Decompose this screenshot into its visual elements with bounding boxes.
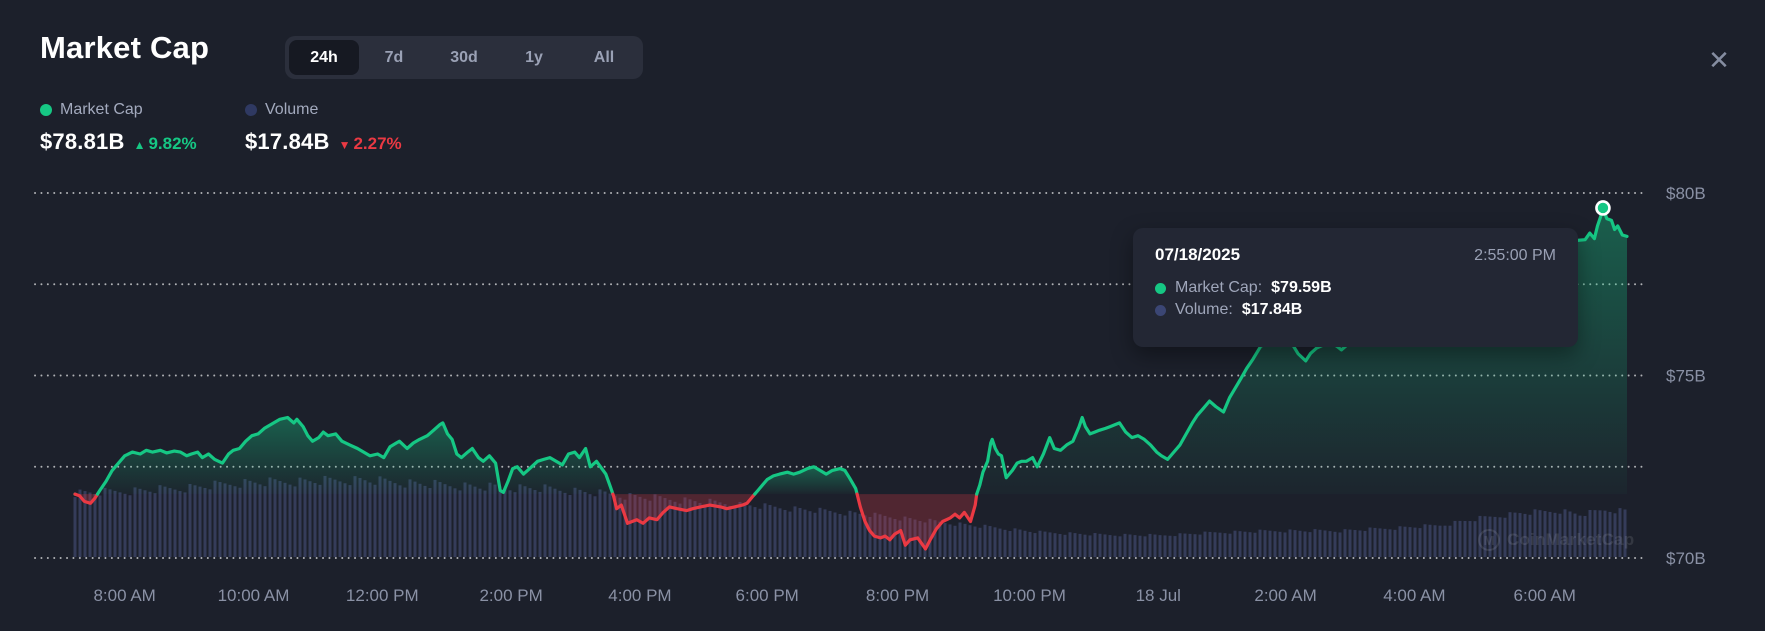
tooltip-row-market-cap: Market Cap: $79.59B	[1155, 277, 1556, 299]
tooltip-date: 07/18/2025	[1155, 245, 1241, 264]
marketcap-area-down	[857, 494, 977, 549]
stat-block-volume: Volume $17.84B ▼ 2.27%	[245, 100, 402, 155]
marketcap-line-segment-down	[611, 492, 757, 525]
y-axis-label: $75B	[1666, 367, 1706, 386]
hover-marker-dot	[1595, 200, 1611, 216]
market-cap-dot-icon	[1155, 282, 1166, 294]
marketcap-area-up	[97, 417, 613, 495]
x-axis-label: 4:00 PM	[608, 586, 671, 605]
x-axis-label: 6:00 PM	[736, 586, 799, 605]
market-cap-value: $78.81B	[40, 129, 125, 154]
market-cap-legend-label: Market Cap	[60, 101, 143, 118]
x-axis-label: 4:00 AM	[1383, 586, 1445, 605]
x-axis-label: 8:00 PM	[866, 586, 929, 605]
x-axis-label: 2:00 PM	[479, 586, 542, 605]
x-axis-label: 8:00 AM	[93, 586, 155, 605]
time-range-tabs: 24h 7d 30d 1y All	[285, 36, 643, 79]
page-title: Market Cap	[40, 30, 210, 65]
tooltip-time: 2:55:00 PM	[1474, 247, 1556, 264]
market-cap-legend-dot-icon	[40, 104, 52, 116]
market-cap-change: ▲ 9.82%	[133, 134, 197, 153]
tab-7d[interactable]: 7d	[384, 48, 404, 66]
x-axis-label: 2:00 AM	[1254, 586, 1316, 605]
marketcap-line-segment-down	[73, 492, 100, 505]
chart-tooltip: 07/18/2025 2:55:00 PM Market Cap: $79.59…	[1133, 228, 1578, 347]
down-arrow-icon: ▼	[338, 138, 351, 152]
x-axis-label: 10:00 AM	[218, 586, 290, 605]
tab-all[interactable]: All	[593, 48, 615, 66]
x-axis-label: 10:00 PM	[993, 586, 1066, 605]
x-axis-label: 6:00 AM	[1514, 586, 1576, 605]
close-button[interactable]: ✕	[1701, 42, 1737, 78]
volume-legend-dot-icon	[245, 104, 257, 116]
volume-change: ▼ 2.27%	[338, 134, 402, 153]
x-axis-label: 12:00 PM	[346, 586, 419, 605]
volume-value: $17.84B	[245, 129, 330, 154]
tab-1y[interactable]: 1y	[525, 48, 543, 66]
volume-legend-label: Volume	[265, 101, 319, 118]
volume-dot-icon	[1155, 304, 1166, 316]
stat-block-market-cap: Market Cap $78.81B ▲ 9.82%	[40, 100, 197, 155]
marketcap-line-segment-up	[753, 465, 859, 496]
marketcap-line-segment-down	[855, 492, 979, 551]
marketcap-area-up	[754, 466, 858, 495]
y-axis-label: $70B	[1666, 549, 1706, 568]
volume-bars	[73, 475, 1627, 557]
tab-30d[interactable]: 30d	[450, 48, 478, 66]
tooltip-row-volume: Volume: $17.84B	[1155, 299, 1556, 321]
tab-24h[interactable]: 24h	[289, 40, 359, 75]
up-arrow-icon: ▲	[133, 138, 146, 152]
close-icon: ✕	[1708, 45, 1730, 75]
y-axis-label: $80B	[1666, 184, 1706, 203]
x-axis-label: 18 Jul	[1136, 586, 1181, 605]
marketcap-line-segment-up	[95, 415, 615, 496]
